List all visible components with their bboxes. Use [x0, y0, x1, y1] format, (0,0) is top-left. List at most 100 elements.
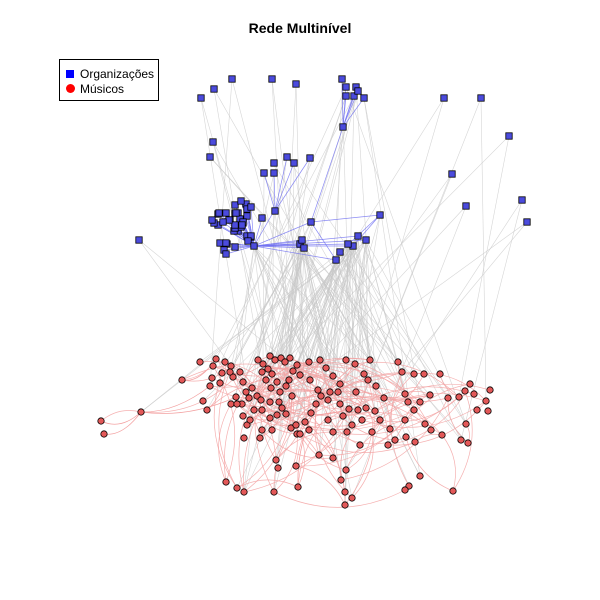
musician-node: [270, 488, 278, 496]
musician-node: [268, 426, 276, 434]
musician-edge: [340, 419, 363, 481]
musician-edge: [297, 391, 357, 488]
organization-node: [238, 221, 246, 229]
musician-node: [464, 439, 472, 447]
cross-edge: [460, 199, 523, 441]
organization-node: [300, 244, 308, 252]
cross-edge: [140, 259, 337, 413]
musician-node: [358, 416, 366, 424]
chart-title: Rede Multinível: [248, 20, 352, 36]
musician-node: [455, 393, 463, 401]
org-edge: [310, 214, 381, 223]
cross-edge: [292, 239, 367, 372]
musician-node: [438, 431, 446, 439]
musician-node: [264, 365, 272, 373]
musician-node: [196, 358, 204, 366]
musician-node: [394, 358, 402, 366]
musician-node: [348, 421, 356, 429]
musician-edge: [242, 381, 376, 417]
musician-node: [341, 488, 349, 496]
musician-edge: [273, 489, 406, 508]
musician-node: [371, 407, 379, 415]
musician-node: [248, 384, 256, 392]
musician-node: [227, 362, 235, 370]
org-edge: [253, 245, 305, 249]
musician-edge: [295, 359, 371, 467]
musician-node: [254, 356, 262, 364]
musician-node: [256, 434, 264, 442]
cross-edge: [246, 156, 288, 426]
musician-node: [391, 436, 399, 444]
cross-edge: [357, 173, 453, 411]
cross-edge: [339, 251, 409, 403]
musician-node: [324, 396, 332, 404]
legend: Organizações Músicos: [59, 59, 159, 101]
cross-edge: [257, 157, 311, 361]
cross-edge: [269, 205, 467, 419]
org-edge: [341, 78, 344, 128]
musician-node: [324, 416, 332, 424]
organization-node: [268, 75, 276, 83]
organization-node: [336, 248, 344, 256]
musician-edge: [310, 372, 425, 414]
musician-node: [426, 391, 434, 399]
organization-node: [197, 94, 205, 102]
musician-edge: [308, 412, 426, 431]
cross-edge: [199, 259, 337, 363]
cross-edge: [301, 239, 334, 377]
org-edge: [352, 214, 381, 247]
musician-node: [293, 361, 301, 369]
cross-edge: [269, 247, 305, 419]
cross-edge: [271, 245, 354, 431]
musician-node: [470, 390, 478, 398]
cross-edge: [253, 245, 329, 401]
musician-node: [436, 370, 444, 378]
org-edge: [274, 156, 288, 212]
musician-node: [356, 441, 364, 449]
organization-node: [518, 196, 526, 204]
organization-node: [360, 94, 368, 102]
org-edge: [223, 245, 255, 251]
musician-node: [402, 433, 410, 441]
musician-node: [245, 394, 253, 402]
musician-node: [342, 356, 350, 364]
organization-node: [260, 169, 268, 177]
organization-node: [222, 250, 230, 258]
cross-edge: [229, 172, 275, 373]
cross-edge: [352, 245, 381, 421]
musician-node: [240, 488, 248, 496]
musician-node: [416, 472, 424, 480]
legend-label-musicians: Músicos: [80, 81, 125, 96]
org-edge: [342, 95, 347, 128]
musician-node: [232, 393, 240, 401]
organization-node: [206, 153, 214, 161]
musician-edge: [447, 397, 469, 444]
musician-edge: [289, 357, 344, 417]
musician-node: [351, 360, 359, 368]
org-edge: [310, 126, 344, 223]
cross-edge: [345, 86, 467, 425]
musician-node: [286, 354, 294, 362]
organization-nodes: [135, 75, 531, 264]
musician-edge: [394, 383, 471, 441]
musician-node: [209, 362, 217, 370]
legend-item-organizations: Organizações: [66, 66, 154, 81]
musician-node: [360, 370, 368, 378]
musician-edge: [213, 372, 238, 489]
cross-edge: [303, 247, 342, 481]
musician-node: [368, 428, 376, 436]
musician-node: [329, 454, 337, 462]
musician-node: [306, 376, 314, 384]
musician-edge: [140, 385, 211, 413]
musician-node: [401, 486, 409, 494]
musician-node: [372, 382, 380, 390]
musician-edge: [218, 371, 238, 489]
musician-node: [212, 355, 220, 363]
organization-node: [222, 239, 230, 247]
musician-node: [296, 371, 304, 379]
musician-node: [305, 358, 313, 366]
musician-edge: [361, 373, 425, 421]
musician-node: [410, 406, 418, 414]
musician-node: [326, 388, 334, 396]
